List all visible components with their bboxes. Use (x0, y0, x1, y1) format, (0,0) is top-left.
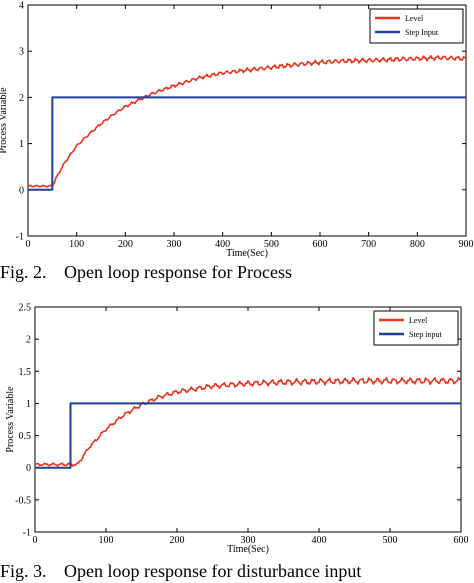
legend-box (369, 8, 464, 44)
x-tick-label: 0 (33, 535, 38, 546)
series-line-level (34, 376, 461, 467)
y-axis-label: Process Variable (0, 87, 9, 154)
y-tick-label: 1.5 (19, 367, 32, 378)
figure-caption-3: Fig. 3. Open loop response for disturbanc… (0, 561, 361, 582)
x-axis-label: Time(Sec) (226, 248, 268, 259)
y-tick-label: 1 (19, 139, 24, 150)
y-tick-label: -0.5 (15, 495, 31, 506)
y-tick-label: 1 (26, 399, 31, 410)
legend-entry: Step input (409, 330, 442, 339)
figure-number: Fig. 3. (0, 561, 47, 581)
x-tick-label: 100 (99, 535, 114, 546)
x-tick-label: 700 (361, 239, 376, 250)
series-line-level (27, 54, 467, 188)
x-tick-label: 900 (459, 239, 474, 250)
x-tick-label: 400 (312, 535, 327, 546)
y-tick-label: 0 (26, 463, 31, 474)
x-tick-label: 200 (170, 535, 185, 546)
y-tick-label: 4 (19, 1, 24, 12)
y-tick-label: 2 (19, 93, 24, 104)
legend-box (373, 310, 459, 346)
x-tick-label: 0 (26, 239, 31, 250)
legend-entry: Level (409, 316, 428, 325)
x-tick-label: 600 (313, 239, 328, 250)
x-tick-label: 400 (215, 239, 230, 250)
x-axis-label: Time(Sec) (227, 544, 269, 555)
x-tick-label: 300 (241, 535, 256, 546)
x-tick-label: 600 (454, 535, 469, 546)
y-tick-label: 2 (26, 335, 31, 346)
series-line-step-input (35, 402, 461, 469)
y-tick-label: 2.5 (19, 303, 32, 314)
figure-caption-text: Open loop response for disturbance input (64, 561, 362, 581)
x-tick-label: 800 (410, 239, 425, 250)
chart-open-loop-disturbance: -1 -0.5 0 0.5 1 1.5 2 2.5 0 100 200 300 400 500 600 Tim… (5, 303, 469, 556)
y-tick-label: -1 (16, 232, 24, 243)
y-tick-label: 3 (19, 47, 24, 58)
series-line-step-input (28, 96, 466, 191)
figure-caption-text: Open loop response for Process (64, 262, 292, 282)
x-tick-label: 200 (118, 239, 133, 250)
y-axis-label: Process Variable (5, 386, 16, 453)
figure-number: Fig. 2. (0, 262, 47, 282)
y-tick-label: 0.5 (19, 431, 32, 442)
x-tick-label: 300 (167, 239, 182, 250)
x-tick-label: 100 (69, 239, 84, 250)
x-tick-label: 500 (264, 239, 279, 250)
x-tick-label: 500 (383, 535, 398, 546)
y-tick-label: 0 (19, 185, 24, 196)
legend-entry: Step Input (405, 28, 439, 37)
legend-entry: Level (405, 14, 424, 23)
figure-caption-2: Fig. 2. Open loop response for Process (0, 262, 292, 283)
y-tick-label: -1 (23, 528, 31, 539)
